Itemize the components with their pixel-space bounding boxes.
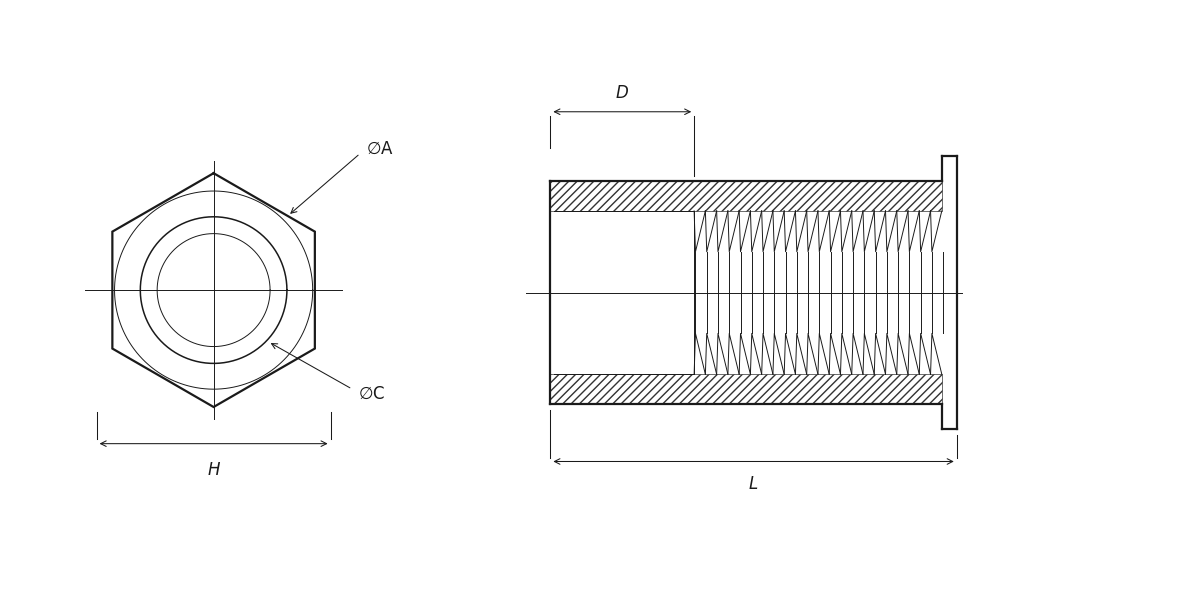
Text: D: D [616,84,629,102]
Text: L: L [749,475,758,493]
Text: $\varnothing$C: $\varnothing$C [359,385,385,403]
Text: $\varnothing$A: $\varnothing$A [366,139,394,157]
Text: H: H [208,461,220,479]
